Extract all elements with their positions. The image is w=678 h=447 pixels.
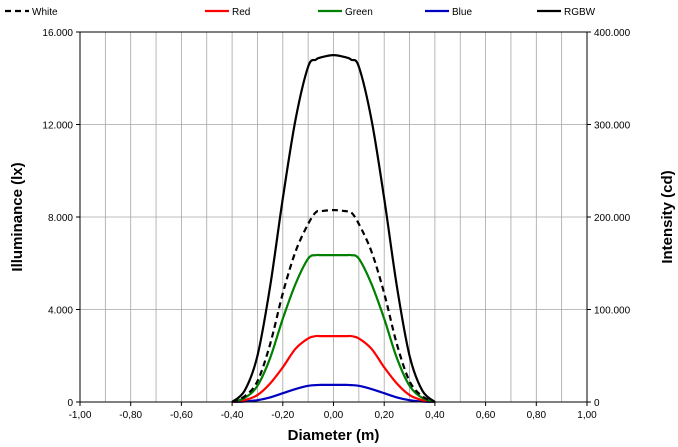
y-left-tick-label: 4.000 (48, 306, 73, 317)
series-line-rgbw (231, 54, 436, 403)
x-tick-label: -0,80 (119, 410, 142, 421)
x-tick-label: -0,60 (170, 410, 193, 421)
y-left-tick-label: 8.000 (48, 213, 73, 224)
legend-item-rgbw: RGBW (537, 7, 596, 18)
x-tick-label: 0,20 (374, 410, 394, 421)
series-line-red (231, 334, 436, 404)
y-left-tick-label: 12.000 (42, 121, 73, 132)
series-line-white (231, 208, 436, 404)
x-tick-label: -1,00 (69, 410, 92, 421)
x-axis-title: Diameter (m) (288, 427, 380, 444)
y-right-tick-label: 0 (594, 398, 600, 409)
y-left-tick-label: 16.000 (42, 28, 73, 39)
series-layer (231, 54, 436, 404)
y-right-tick-label: 400.000 (594, 28, 631, 39)
legend-item-white: White (5, 7, 58, 18)
legend: White Red Green Blue RGBW (5, 7, 596, 18)
y-axis-right-title: Intensity (cd) (659, 170, 676, 263)
series-line-green (231, 253, 436, 404)
y-right-tick-label: 100.000 (594, 306, 631, 317)
legend-item-green: Green (318, 7, 373, 18)
x-tick-label: 0,40 (425, 410, 445, 421)
x-tick-label: 0,00 (324, 410, 344, 421)
x-tick-label: -0,20 (271, 410, 294, 421)
grid (80, 32, 587, 402)
y-right-tick-label: 200.000 (594, 213, 631, 224)
tick-labels: -1,00 -0,80 -0,60 -0,40 -0,20 0,00 0,20 0,40 0,6… (42, 28, 630, 421)
x-tick-label: -0,40 (221, 410, 244, 421)
x-tick-label: 0,60 (476, 410, 496, 421)
legend-label: Blue (452, 7, 472, 18)
legend-item-blue: Blue (425, 7, 472, 18)
y-left-tick-label: 0 (67, 398, 73, 409)
legend-label: White (32, 7, 58, 18)
series-line-blue (232, 383, 435, 404)
legend-item-red: Red (205, 7, 250, 18)
y-axis-left-title: Illuminance (lx) (9, 162, 26, 271)
legend-label: RGBW (564, 7, 596, 18)
legend-label: Green (345, 7, 373, 18)
x-tick-label: 0,80 (527, 410, 547, 421)
legend-label: Red (232, 7, 250, 18)
y-right-tick-label: 300.000 (594, 121, 631, 132)
x-tick-label: 1,00 (577, 410, 597, 421)
